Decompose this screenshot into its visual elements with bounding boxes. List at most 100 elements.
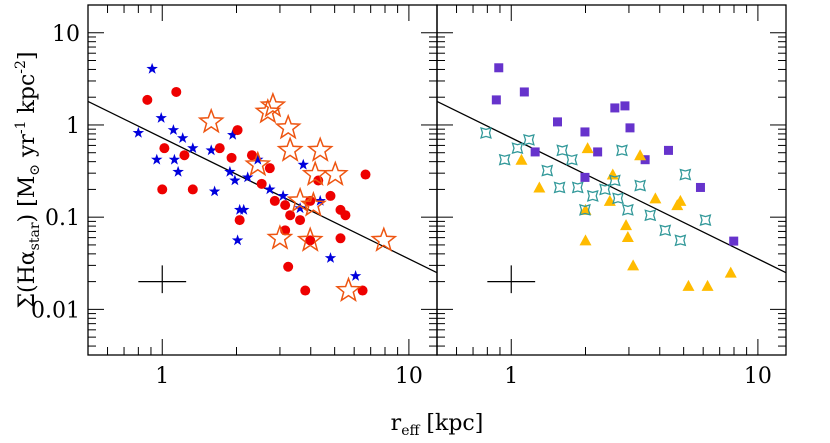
point xyxy=(634,179,647,192)
point xyxy=(556,144,569,157)
point xyxy=(234,203,246,215)
point xyxy=(299,190,327,217)
point xyxy=(306,136,334,162)
point xyxy=(553,181,566,194)
x-axis-label-part: [kpc] xyxy=(419,411,483,436)
point xyxy=(168,153,181,165)
y-axis-label-part: ) [M xyxy=(15,176,40,223)
point xyxy=(234,215,245,226)
x-axis-label: reff [kpc] xyxy=(391,411,484,439)
point xyxy=(321,160,349,186)
point xyxy=(580,172,590,182)
point xyxy=(621,230,634,242)
x-axis-label-part: eff xyxy=(401,423,420,439)
point xyxy=(238,203,250,215)
point xyxy=(325,190,336,201)
point xyxy=(179,150,190,161)
point xyxy=(663,145,673,155)
point xyxy=(620,219,633,231)
point xyxy=(581,142,594,154)
point xyxy=(264,163,275,174)
y-tick-label: 1 xyxy=(66,114,80,139)
point xyxy=(300,285,311,296)
point xyxy=(269,195,280,206)
point xyxy=(599,183,611,196)
point xyxy=(608,174,621,187)
point xyxy=(579,203,591,216)
y-axis-label-part: kpc xyxy=(15,74,40,121)
point xyxy=(621,203,634,216)
point xyxy=(580,127,590,137)
plot-area xyxy=(88,62,437,303)
point xyxy=(724,266,737,278)
point xyxy=(224,165,236,177)
point xyxy=(256,178,267,189)
point xyxy=(314,194,326,206)
point xyxy=(523,133,535,146)
point xyxy=(679,168,692,181)
point xyxy=(530,147,540,157)
point xyxy=(335,276,362,303)
y-tick-label: 10 xyxy=(52,22,80,47)
point xyxy=(357,285,368,296)
point xyxy=(695,182,705,192)
point xyxy=(157,184,168,195)
point xyxy=(187,184,198,195)
point xyxy=(610,103,620,113)
point xyxy=(242,171,254,183)
point xyxy=(259,91,287,118)
y-axis-label-part: -1 xyxy=(13,120,29,134)
point xyxy=(511,142,524,155)
point xyxy=(480,127,492,139)
panel-frame xyxy=(436,4,787,356)
point xyxy=(197,107,225,134)
y-axis-label-part: ] xyxy=(15,51,40,60)
point xyxy=(244,150,272,177)
point xyxy=(231,234,244,246)
point xyxy=(360,169,371,180)
point xyxy=(593,147,603,157)
point xyxy=(177,132,189,143)
point xyxy=(620,101,630,111)
point xyxy=(159,143,170,154)
point xyxy=(494,63,504,73)
point xyxy=(266,224,294,250)
y-tick-label: 0.01 xyxy=(31,298,80,323)
y-axis-label-part: -2 xyxy=(13,60,29,74)
point xyxy=(634,149,647,161)
point xyxy=(606,168,619,180)
point xyxy=(205,144,217,156)
point xyxy=(276,136,304,162)
point xyxy=(208,185,221,197)
y-tick-label: 0.1 xyxy=(45,206,80,231)
point xyxy=(232,125,243,136)
point xyxy=(171,86,182,97)
point xyxy=(659,224,672,237)
point xyxy=(682,279,695,291)
point xyxy=(285,210,296,221)
point xyxy=(172,165,184,177)
point xyxy=(579,234,592,246)
panel: 1 10 xyxy=(436,4,787,389)
point xyxy=(674,194,687,206)
point xyxy=(552,117,562,127)
fit-line xyxy=(437,100,786,274)
point xyxy=(277,189,289,201)
point xyxy=(533,181,546,193)
point xyxy=(305,235,316,246)
point xyxy=(142,94,153,105)
point xyxy=(612,192,624,205)
point xyxy=(252,153,264,165)
point xyxy=(274,113,302,140)
point xyxy=(565,153,578,166)
point xyxy=(214,143,225,154)
y-axis-label-part: Σ(Hα xyxy=(15,250,40,308)
point xyxy=(627,259,640,271)
y-axis-label-part: yr xyxy=(15,134,40,164)
point xyxy=(264,183,276,195)
point xyxy=(283,261,294,272)
point xyxy=(227,128,239,140)
point xyxy=(729,236,739,246)
point xyxy=(616,144,628,157)
y-axis-label: Σ(Hαstar) [M⊙ yr-1 kpc-2] xyxy=(13,51,43,308)
